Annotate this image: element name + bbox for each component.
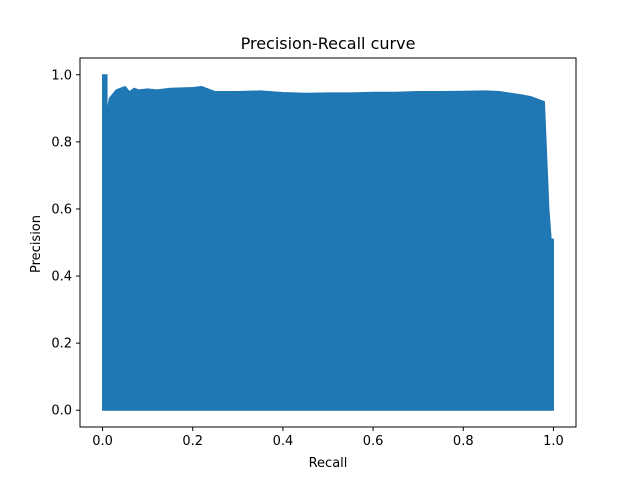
plot-area — [79, 57, 577, 428]
x-tick-label: 0.0 — [92, 434, 113, 449]
chart-title: Precision-Recall curve — [241, 34, 416, 53]
y-tick-label: 0.2 — [51, 337, 72, 352]
x-tick-label: 0.2 — [182, 434, 203, 449]
y-axis-label: Precision — [29, 215, 44, 273]
axes-frame — [79, 57, 577, 428]
x-tick-label: 0.6 — [363, 434, 384, 449]
x-axis: 0.0 0.2 0.4 0.6 0.8 1.0 — [92, 427, 564, 449]
pr-area-series — [102, 74, 554, 411]
y-axis: 0.0 0.2 0.4 0.6 0.8 1.0 — [51, 68, 80, 419]
x-tick-label: 1.0 — [543, 434, 564, 449]
x-axis-label: Recall — [309, 456, 348, 471]
x-tick-label: 0.4 — [273, 434, 294, 449]
x-tick-label: 0.8 — [453, 434, 474, 449]
y-tick-label: 0.0 — [51, 404, 72, 419]
y-tick-label: 0.8 — [51, 135, 72, 150]
y-tick-label: 1.0 — [51, 68, 72, 83]
y-tick-label: 0.6 — [51, 202, 72, 217]
y-tick-label: 0.4 — [51, 270, 72, 285]
